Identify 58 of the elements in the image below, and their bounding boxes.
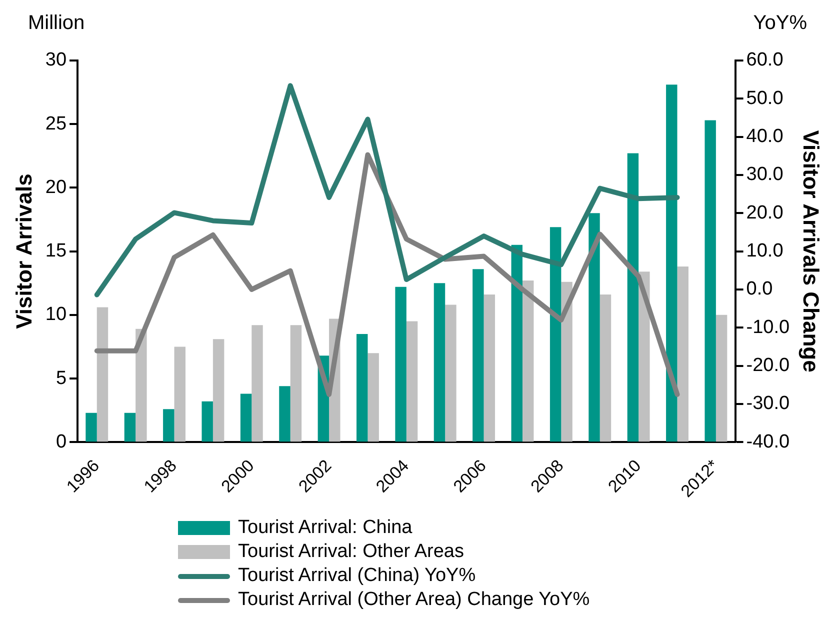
bar — [561, 282, 572, 442]
y2-tick-label: 20.0 — [746, 202, 784, 224]
y2-tick-label: -20.0 — [746, 355, 790, 376]
bar — [136, 328, 147, 442]
bar — [124, 412, 136, 442]
bar — [716, 314, 728, 442]
bar — [174, 346, 186, 442]
bar — [666, 84, 678, 442]
bar — [522, 280, 534, 442]
bar — [368, 353, 379, 442]
y2-tick-label: 60.0 — [746, 50, 784, 71]
y2-tick-label: 0.0 — [746, 278, 773, 300]
bar — [252, 325, 263, 442]
y2-tick-label: 50.0 — [746, 88, 784, 109]
bar — [704, 120, 716, 442]
bar — [356, 334, 368, 442]
legend-label: Tourist Arrival: China — [238, 516, 412, 540]
y2-tick-label: 10.0 — [746, 240, 784, 262]
y-tick-label: 0 — [56, 431, 67, 452]
bar — [86, 412, 97, 442]
bar — [600, 294, 612, 442]
y-tick-label: 15 — [45, 240, 67, 262]
bar — [472, 269, 484, 442]
bar — [434, 283, 446, 442]
bar — [550, 227, 562, 442]
y2-axis-title: Visitor Arrivals Change — [798, 130, 824, 372]
bar — [163, 409, 174, 442]
bar — [290, 325, 302, 442]
bar — [202, 401, 213, 442]
y2-tick-label: -40.0 — [746, 431, 790, 452]
legend-label: Tourist Arrival (China) YoY% — [238, 564, 476, 588]
bar — [212, 339, 224, 442]
y-tick-label: 25 — [45, 113, 67, 134]
bar — [445, 304, 456, 442]
bar — [588, 213, 600, 442]
legend-label: Tourist Arrival: Other Areas — [238, 540, 464, 564]
text: YoY% — [753, 12, 807, 36]
y-axis-title: Visitor Arrivals — [11, 174, 36, 329]
bar — [627, 153, 639, 442]
y-tick-label: 10 — [45, 304, 67, 326]
y2-tick-label: -30.0 — [746, 393, 790, 414]
bar — [96, 307, 108, 442]
y2-tick-label: 40.0 — [746, 126, 784, 147]
bar — [677, 266, 688, 442]
y2-tick-label: 30.0 — [746, 164, 784, 186]
bar — [279, 386, 290, 442]
y-tick-label: 20 — [45, 176, 67, 198]
bar — [395, 286, 406, 442]
y-tick-label: 30 — [45, 50, 67, 71]
text: Million — [28, 12, 85, 36]
bar — [638, 272, 650, 442]
bar — [484, 294, 496, 442]
y-tick-label: 5 — [56, 368, 67, 389]
bar — [406, 321, 418, 442]
bar — [511, 244, 522, 442]
y2-tick-label: -10.0 — [746, 316, 790, 338]
legend-label: Tourist Arrival (Other Area) Change YoY% — [238, 588, 590, 612]
bar — [240, 394, 252, 442]
